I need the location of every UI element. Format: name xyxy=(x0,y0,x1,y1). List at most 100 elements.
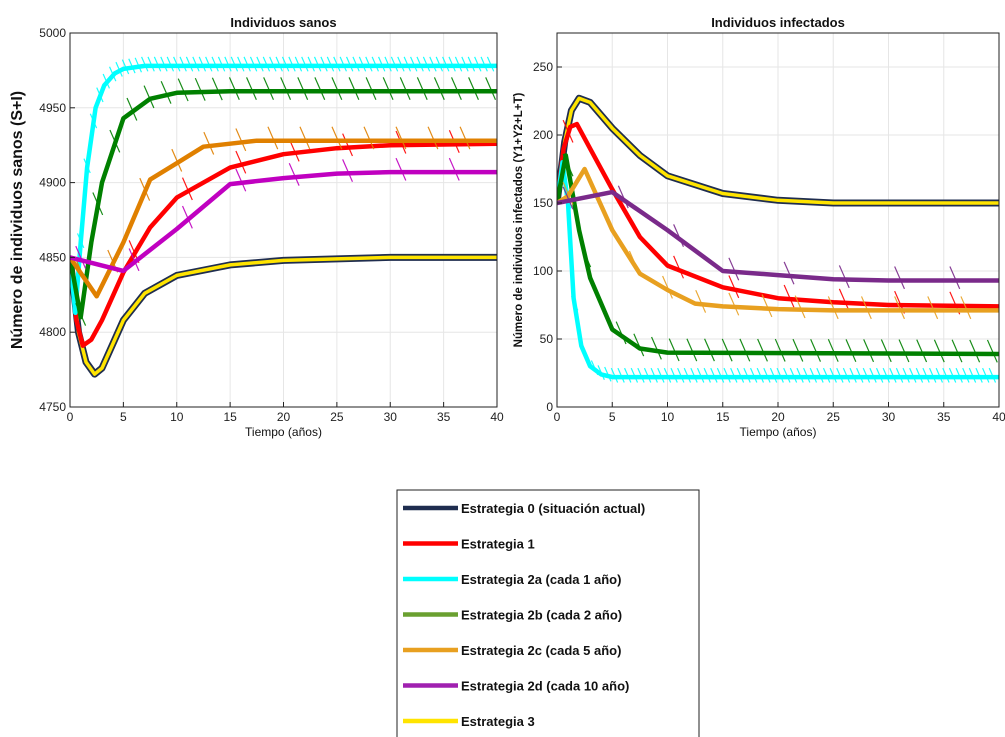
series-hatch-mark xyxy=(615,321,627,345)
series-hatch-mark xyxy=(313,56,322,72)
series-hatch-mark xyxy=(363,126,375,150)
series-hatch-mark xyxy=(942,367,950,383)
series-hatch-mark xyxy=(96,87,104,103)
series-hatch-mark xyxy=(845,339,857,362)
series-hatch-mark xyxy=(128,248,140,272)
series-hatch-mark xyxy=(696,367,705,383)
series-hatch-mark xyxy=(730,367,738,383)
series-hatch-mark xyxy=(243,56,251,72)
x-tick-label: 0 xyxy=(554,410,561,424)
x-tick-label: 25 xyxy=(827,410,841,424)
series-hatch-mark xyxy=(617,185,629,209)
series-hatch-mark xyxy=(657,367,665,383)
series-hatch-mark xyxy=(650,367,658,383)
series-hatch-mark xyxy=(597,365,605,381)
series-hatch-mark xyxy=(716,367,725,383)
chart-panel-1: 0 5 10 15 20 25 30 35 40 4750 4800 4850 4900 4950 5000… xyxy=(9,15,504,439)
series-hatch-mark xyxy=(397,56,405,72)
series-hatch-mark xyxy=(115,61,123,77)
series-hatch-mark xyxy=(662,275,673,299)
series-hatch-mark xyxy=(597,294,609,318)
series-hatch-mark xyxy=(827,296,839,320)
series-hatch-mark xyxy=(235,150,247,174)
legend-item: Estrategia 2a (cada 1 año) xyxy=(403,572,621,587)
series-hatch-mark xyxy=(468,77,479,100)
series-hatch-mark xyxy=(651,336,662,360)
series-hatch-mark xyxy=(783,261,795,285)
series-line-5 xyxy=(70,169,497,274)
series-hatch-mark xyxy=(230,56,239,72)
legend-label: Estrategia 2b (cada 2 año) xyxy=(461,608,622,623)
series-hatch-mark xyxy=(454,56,463,72)
series-hatch-mark xyxy=(365,77,377,100)
series-hatch-mark xyxy=(486,56,495,72)
series-hatch-mark xyxy=(288,162,300,186)
series-hatch-mark xyxy=(816,367,824,383)
series-hatch-mark xyxy=(461,56,469,72)
series-hatch-mark xyxy=(663,367,672,383)
series-hatch-mark xyxy=(710,367,718,383)
legend-item: Estrategia 2c (cada 5 año) xyxy=(403,643,621,658)
series-hatch-mark xyxy=(198,56,207,72)
x-axis-label: Tiempo (años) xyxy=(245,425,322,439)
series-hatch-mark xyxy=(384,56,392,72)
series-line-1 xyxy=(557,121,999,309)
series-hatch-mark xyxy=(882,367,890,383)
series-hatch-mark xyxy=(776,367,784,383)
series-hatch-mark xyxy=(281,56,290,72)
series-hatch-mark xyxy=(749,367,758,383)
series-hatch-mark xyxy=(723,367,731,383)
legend-label: Estrategia 0 (situación actual) xyxy=(461,501,645,516)
series-hatch-mark xyxy=(395,157,407,181)
series-hatch-mark xyxy=(160,56,168,72)
series-hatch-mark xyxy=(307,56,315,72)
y-tick-label: 4800 xyxy=(39,325,66,339)
series-hatch-mark xyxy=(179,56,187,72)
series-hatch-mark xyxy=(695,289,707,313)
series-hatch-mark xyxy=(643,367,652,383)
series-hatch-mark xyxy=(76,233,85,249)
series-hatch-mark xyxy=(294,56,303,72)
series-group xyxy=(557,94,999,383)
series-hatch-mark xyxy=(743,367,751,383)
series-hatch-mark xyxy=(89,113,98,129)
x-axis-label: Tiempo (años) xyxy=(740,425,817,439)
legend-label: Estrategia 2d (cada 10 año) xyxy=(461,679,629,694)
series-hatch-mark xyxy=(427,126,439,150)
legend-label: Estrategia 2a (cada 1 año) xyxy=(461,572,621,587)
series-hatch-mark xyxy=(459,126,471,150)
series-hatch-mark xyxy=(909,367,917,383)
series-hatch-mark xyxy=(194,77,206,101)
series-hatch-mark xyxy=(314,77,326,100)
series-hatch-mark xyxy=(331,77,343,100)
series-hatch-mark xyxy=(422,56,431,72)
series-hatch-mark xyxy=(637,367,645,383)
x-tick-label: 20 xyxy=(771,410,785,424)
series-hatch-mark xyxy=(949,266,961,290)
y-tick-label: 50 xyxy=(540,332,554,346)
series-hatch-mark xyxy=(863,339,875,363)
series-hatch-mark xyxy=(836,367,844,383)
x-tick-label: 15 xyxy=(716,410,730,424)
series-hatch-mark xyxy=(894,266,905,290)
series-hatch-mark xyxy=(177,78,189,102)
y-tick-label: 4850 xyxy=(39,250,66,264)
series-hatch-mark xyxy=(246,77,257,100)
series-hatch-mark xyxy=(75,302,87,326)
series-hatch-mark xyxy=(577,336,586,352)
x-tick-label: 40 xyxy=(992,410,1005,424)
series-hatch-mark xyxy=(774,338,786,362)
series-hatch-mark xyxy=(450,77,462,100)
series-hatch-mark xyxy=(160,80,172,104)
series-hatch-mark xyxy=(673,224,684,248)
series-hatch-mark xyxy=(173,56,181,72)
series-hatch-mark xyxy=(690,367,698,383)
series-line-4 xyxy=(557,166,999,313)
series-hatch-mark xyxy=(673,255,684,279)
series-hatch-mark xyxy=(880,339,892,363)
series-hatch-mark xyxy=(838,288,850,312)
series-hatch-mark xyxy=(435,56,444,72)
series-hatch-mark xyxy=(668,338,680,362)
series-hatch-mark xyxy=(141,56,149,72)
series-hatch-mark xyxy=(889,367,897,383)
